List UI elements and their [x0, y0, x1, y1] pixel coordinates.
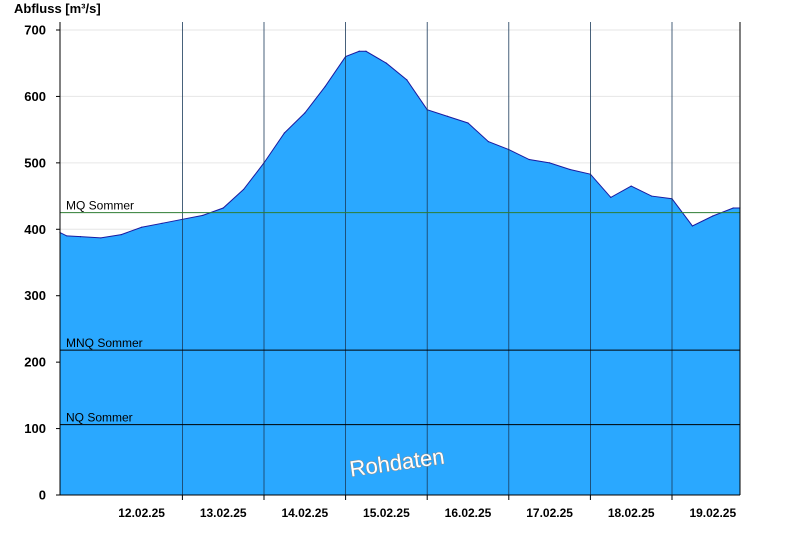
reference-line-label: NQ Sommer	[66, 411, 133, 425]
x-tick-label: 12.02.25	[118, 506, 165, 520]
data-point	[324, 85, 326, 88]
y-tick-label: 200	[24, 355, 46, 370]
data-point	[610, 196, 612, 198]
y-tick-label: 600	[24, 89, 46, 104]
x-tick-label: 17.02.25	[526, 506, 573, 520]
data-point	[549, 162, 551, 164]
data-point	[100, 237, 102, 239]
data-point	[243, 188, 245, 191]
x-tick-label: 18.02.25	[608, 506, 655, 520]
x-tick-label: 19.02.25	[689, 506, 736, 520]
axes: 0 100 200 300 400 500 600 700 12.02.25 13.02.25 14…	[24, 22, 741, 520]
data-point	[467, 122, 469, 124]
data-point	[79, 235, 81, 238]
data-point	[487, 141, 489, 143]
discharge-area	[60, 51, 740, 495]
data-point	[651, 195, 653, 197]
data-point	[222, 207, 224, 209]
data-point	[385, 62, 387, 64]
data-point	[283, 132, 285, 134]
data-point	[161, 222, 163, 224]
data-point	[569, 168, 571, 171]
data-point	[712, 215, 714, 217]
data-point	[66, 235, 68, 237]
reference-line-label: MNQ Sommer	[66, 336, 143, 350]
y-tick-label: 0	[39, 488, 46, 503]
x-tick-label: 14.02.25	[281, 506, 328, 520]
data-point	[630, 185, 632, 187]
y-tick-label: 500	[24, 155, 46, 170]
reference-lines: MQ Sommer MNQ Sommer NQ Sommer	[60, 199, 740, 426]
data-point	[358, 50, 360, 52]
area-layer	[59, 50, 741, 495]
data-point	[528, 158, 530, 161]
y-axis-label: Abfluss [m³/s]	[14, 1, 101, 16]
y-tick-label: 400	[24, 222, 46, 237]
day-gridlines	[181, 22, 673, 495]
data-point	[202, 214, 204, 216]
data-point	[141, 226, 143, 228]
data-point	[447, 115, 449, 117]
data-point	[304, 112, 306, 114]
y-tick-label: 300	[24, 288, 46, 303]
data-point	[732, 207, 734, 209]
data-point	[691, 225, 694, 227]
data-point	[365, 50, 367, 52]
data-point	[120, 234, 122, 236]
data-point	[406, 79, 408, 81]
reference-line-label: MQ Sommer	[66, 199, 134, 213]
x-tick-label: 16.02.25	[445, 506, 492, 520]
x-tick-label: 15.02.25	[363, 506, 410, 520]
x-tick-label: 13.02.25	[200, 506, 247, 520]
y-tick-label: 100	[24, 421, 46, 436]
y-tick-label: 700	[24, 23, 46, 38]
